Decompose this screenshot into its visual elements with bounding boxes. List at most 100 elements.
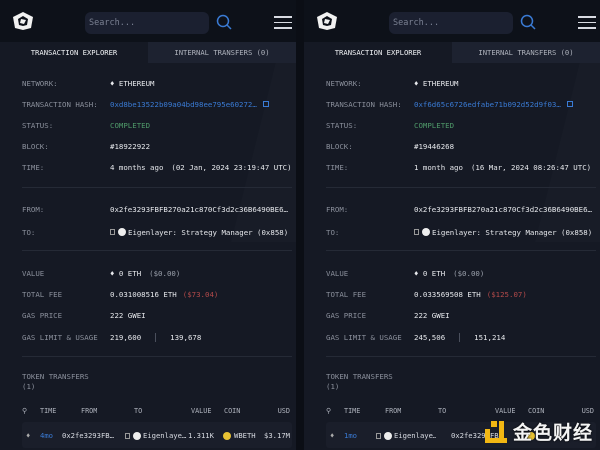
wbeth-icon — [223, 432, 231, 440]
block-row: BLOCK: #18922922 — [22, 141, 292, 151]
gas-limit-label: GAS LIMIT & USAGE — [22, 332, 98, 342]
gas_limit-value: 219,600 — [110, 332, 142, 342]
transfer-from[interactable]: 0x2fe3293FB… — [62, 431, 114, 440]
from-label: FROM: — [326, 204, 349, 214]
tab-bar: TRANSACTION EXPLORER INTERNAL TRANSFERS … — [304, 42, 600, 63]
transfer-to[interactable]: 0x2fe3293FB… — [451, 431, 503, 440]
hash-value[interactable]: 0xd8be13522b09a04bd98ee795e60272… — [110, 99, 257, 109]
to-label: TO: — [22, 227, 36, 237]
logo-icon[interactable] — [315, 11, 339, 31]
fee-label: TOTAL FEE — [22, 289, 63, 299]
hash-value[interactable]: 0xf6d65c6726edfabe71b092d52d9f03… — [414, 99, 561, 109]
search-placeholder: Search... — [89, 18, 136, 28]
time-row: TIME: 1 month ago (16 Mar, 2024 08:26:47 U… — [326, 162, 596, 172]
token-transfers-count: (1) — [326, 382, 340, 391]
token-transfers-title: TOKEN TRANSFERS — [22, 372, 89, 381]
column-header-from[interactable]: FROM — [385, 407, 402, 415]
from-row: FROM: 0x2fe3293FBFB270a21c870Cf3d2c36B649… — [326, 204, 596, 214]
column-header-to[interactable]: TO — [134, 407, 143, 415]
column-header-time[interactable]: TIME — [40, 407, 57, 415]
explorer-panel: Search... TRANSACTION EXPLORER INTERNAL … — [0, 0, 296, 450]
transfer-coin[interactable]: WBETH — [223, 431, 256, 440]
block-row: BLOCK: #19446268 — [326, 141, 596, 151]
external-link-icon[interactable] — [262, 101, 269, 107]
value-usd: ($0.00) — [453, 268, 485, 278]
block-label: BLOCK: — [326, 141, 353, 151]
to-value[interactable]: Eigenlayer: Strategy Manager (0x858) — [128, 227, 289, 237]
link-icon: ⚲ — [326, 407, 331, 415]
search-input[interactable]: Search... — [85, 12, 209, 34]
divider — [22, 356, 292, 357]
transfer-time[interactable]: 1mo — [344, 431, 357, 440]
divider — [22, 250, 292, 251]
from-value[interactable]: 0x2fe3293FBFB270a21c870Cf3d2c36B6490BE68… — [414, 204, 596, 214]
search-icon[interactable] — [519, 13, 537, 31]
divider — [22, 187, 292, 188]
column-header-to[interactable]: TO — [438, 407, 447, 415]
network-value: ♦ ETHEREUM — [110, 78, 155, 88]
gas-price-label: GAS PRICE — [22, 310, 63, 320]
from-row: FROM: 0x2fe3293FBFB270a21c870Cf3d2c36B649… — [22, 204, 292, 214]
ethereum-icon: ♦ — [26, 431, 31, 440]
time-full-value: (16 Mar, 2024 08:26:47 UTC) — [470, 162, 592, 172]
gas-price-row: GAS PRICE 222 GWEI — [22, 310, 292, 320]
transfer-coin[interactable] — [527, 431, 538, 440]
fee-value: 0.031008516 ETH — [110, 289, 177, 299]
status-row: STATUS: COMPLETED — [22, 120, 292, 130]
table-header: ⚲ TIME FROM TO VALUE COIN USD — [326, 407, 596, 417]
transfer-from[interactable]: Eigenlaye… — [376, 431, 436, 440]
time-value: 4 months ago — [110, 162, 164, 172]
transfer-value: 1.311K — [188, 431, 214, 440]
fee-value: 0.033569508 ETH — [414, 289, 481, 299]
column-header-coin[interactable]: COIN — [224, 407, 241, 415]
search-input[interactable]: Search... — [389, 12, 513, 34]
watermark-logo — [485, 420, 507, 443]
fee-usd: ($73.04) — [182, 289, 219, 299]
column-header-usd[interactable]: USD — [581, 407, 594, 415]
gas-limit-row: GAS LIMIT & USAGE 245,506 151,214 — [326, 332, 596, 342]
contract-icon — [110, 229, 115, 235]
tab-internal-transfers[interactable]: INTERNAL TRANSFERS (0) — [452, 42, 600, 63]
logo-icon[interactable] — [11, 11, 35, 31]
fee-row: TOTAL FEE 0.033569508 ETH ($125.07) — [326, 289, 596, 299]
transfer-time[interactable]: 4mo — [40, 431, 53, 440]
hamburger-menu-icon[interactable] — [578, 16, 596, 29]
table-header: ⚲ TIME FROM TO VALUE COIN USD — [22, 407, 292, 417]
tab-internal-transfers[interactable]: INTERNAL TRANSFERS (0) — [148, 42, 296, 63]
transfer-usd: $3.17M — [264, 431, 290, 440]
column-header-usd[interactable]: USD — [277, 407, 290, 415]
hash-label: TRANSACTION HASH: — [326, 99, 402, 109]
column-header-coin[interactable]: COIN — [528, 407, 545, 415]
table-row[interactable]: ♦ 4mo 0x2fe3293FB… Eigenlaye… 1.311K WBE… — [22, 422, 292, 448]
to-value[interactable]: Eigenlayer: Strategy Manager (0x858) — [432, 227, 593, 237]
hamburger-menu-icon[interactable] — [274, 16, 292, 29]
wbeth-icon — [527, 432, 535, 440]
contract-icon — [414, 229, 419, 235]
gas_price-value: 222 GWEI — [110, 310, 146, 320]
header: Search... — [304, 0, 600, 42]
from-value[interactable]: 0x2fe3293FBFB270a21c870Cf3d2c36B6490BE68… — [110, 204, 292, 214]
tab-transaction-explorer[interactable]: TRANSACTION EXPLORER — [304, 42, 452, 63]
search-icon[interactable] — [215, 13, 233, 31]
gas-used-value: 151,214 — [474, 332, 506, 342]
time-value: 1 month ago — [414, 162, 463, 172]
block-value[interactable]: #19446268 — [414, 141, 455, 151]
divider — [326, 187, 596, 188]
time-label: TIME: — [22, 162, 45, 172]
external-link-icon[interactable] — [566, 101, 573, 107]
to-row: TO: Eigenlayer: Strategy Manager (0x858) — [326, 227, 596, 237]
network-label: NETWORK: — [22, 78, 58, 88]
column-header-value[interactable]: VALUE — [191, 407, 212, 415]
column-header-time[interactable]: TIME — [344, 407, 361, 415]
fee-row: TOTAL FEE 0.031008516 ETH ($73.04) — [22, 289, 292, 299]
header: Search... — [0, 0, 296, 42]
column-header-from[interactable]: FROM — [81, 407, 98, 415]
transfer-to[interactable]: Eigenlaye… — [125, 431, 187, 440]
separator — [459, 332, 461, 342]
to-label: TO: — [326, 227, 340, 237]
tab-transaction-explorer[interactable]: TRANSACTION EXPLORER — [0, 42, 148, 63]
table-row[interactable]: ♦ 1mo Eigenlaye… 0x2fe3293FB… — [326, 422, 596, 448]
column-header-value[interactable]: VALUE — [495, 407, 516, 415]
block-value[interactable]: #18922922 — [110, 141, 151, 151]
transaction-card: TRANSACTION EXPLORER INTERNAL TRANSFERS … — [0, 42, 296, 450]
